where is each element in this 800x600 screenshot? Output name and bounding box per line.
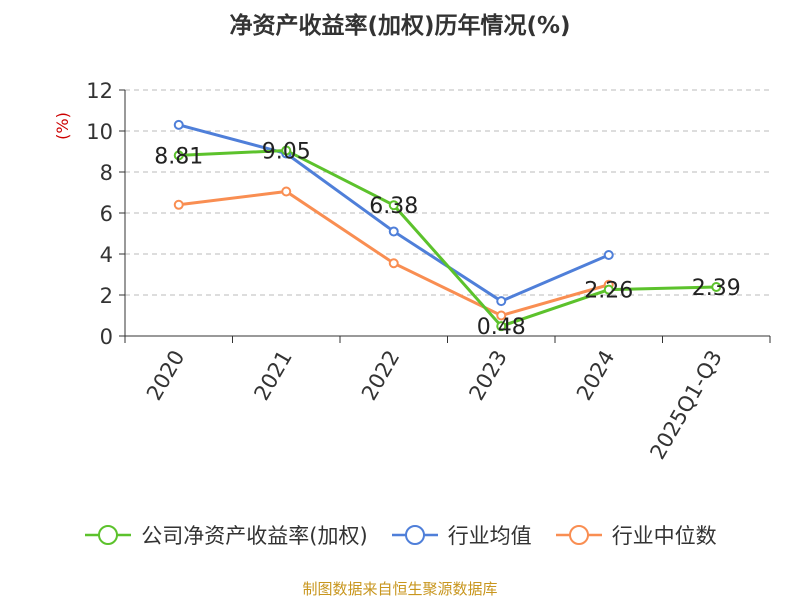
legend-swatch-marker: [568, 525, 589, 545]
legend-swatch: [555, 525, 602, 545]
data-point: [388, 226, 399, 237]
legend-swatch-marker: [98, 525, 119, 545]
legend-item-2[interactable]: 行业中位数: [554, 520, 717, 550]
x-tick-label: 2021: [249, 346, 297, 404]
data-point: [388, 200, 399, 211]
y-tick-label: 0: [100, 325, 113, 349]
data-point: [496, 321, 507, 332]
legend-swatch: [391, 525, 438, 545]
legend: 公司净资产收益率(加权) 行业均值 行业中位数: [0, 520, 800, 550]
legend-label: 行业中位数: [611, 524, 717, 548]
legend-label: 行业均值: [447, 524, 532, 548]
y-tick-label: 2: [100, 284, 113, 308]
y-tick-label: 8: [100, 161, 113, 185]
x-tick-label: 2024: [572, 346, 620, 404]
data-point: [173, 119, 184, 130]
axes: 0 2 4 6 8 10 12 2020 2021 2022 2023 2024 2025Q1-Q3: [86, 79, 771, 463]
data-point: [603, 250, 614, 261]
data-point: [281, 186, 292, 197]
data-point: [496, 296, 507, 307]
x-tick-label: 2023: [464, 346, 512, 404]
series-lines: [178, 123, 717, 328]
y-tick-label: 4: [100, 243, 113, 267]
series-points: [173, 119, 722, 332]
y-axis-label: (%): [53, 112, 72, 140]
data-point: [281, 145, 292, 156]
chart-title: 净资产收益率(加权)历年情况(%): [229, 13, 571, 39]
y-tick-label: 6: [100, 202, 113, 226]
series-line-0: [178, 148, 717, 328]
data-point: [173, 150, 184, 161]
data-point: [388, 258, 399, 269]
legend-label: 公司净资产收益率(加权): [141, 524, 368, 548]
data-labels: 8.81 9.05 6.38 0.48 2.26 2.39: [154, 139, 740, 340]
data-label: 8.81: [154, 144, 203, 169]
data-label: 2.39: [692, 276, 741, 301]
legend-swatch: [85, 525, 132, 545]
data-point: [711, 282, 722, 293]
y-tick-label: 12: [86, 79, 113, 103]
x-tick-label: 2022: [357, 346, 405, 404]
data-point: [496, 310, 507, 321]
data-label: 6.38: [369, 194, 418, 219]
x-tick-label: 2025Q1-Q3: [645, 346, 727, 463]
legend-item-0[interactable]: 公司净资产收益率(加权): [83, 520, 368, 550]
data-point: [603, 284, 614, 295]
source-note: 制图数据来自恒生聚源数据库: [302, 580, 498, 598]
data-label: 9.05: [262, 139, 311, 164]
legend-swatch-marker: [404, 525, 425, 545]
data-point: [173, 199, 184, 210]
legend-item-1[interactable]: 行业均值: [390, 520, 532, 550]
x-tick-label: 2020: [142, 346, 190, 404]
data-label: 2.26: [584, 279, 633, 304]
y-tick-label: 10: [86, 120, 113, 144]
data-label: 0.48: [477, 315, 526, 340]
